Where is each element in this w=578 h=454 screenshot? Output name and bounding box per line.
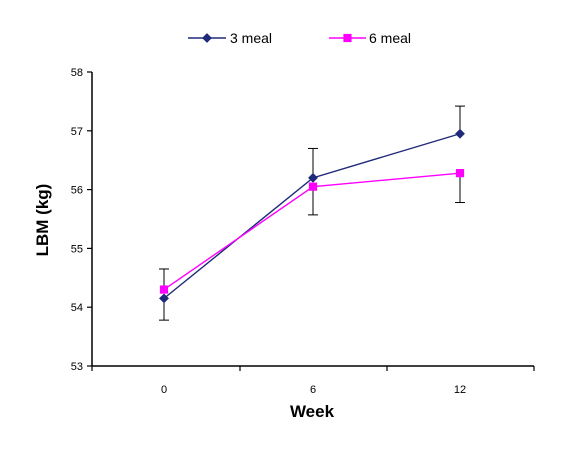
series-line-0 [163, 133, 461, 299]
x-tick-label-0: 0 [161, 384, 167, 396]
x-axis-title: Week [290, 402, 335, 421]
y-tick-label-53: 53 [71, 361, 83, 373]
error-bars [159, 105, 465, 321]
data-point-1-1 [308, 182, 318, 191]
legend: 3 meal 6 meal [188, 30, 411, 46]
y-tick-label-58: 58 [71, 67, 83, 79]
y-tick-label-55: 55 [71, 243, 83, 255]
series-markers [159, 128, 465, 304]
y-tick-label-54: 54 [71, 302, 83, 314]
legend-marker-1 [343, 33, 352, 43]
data-point-0-1 [308, 172, 318, 183]
legend-marker-0 [202, 33, 212, 43]
data-point-0-2 [455, 128, 465, 139]
x-tick-label-6: 6 [310, 384, 316, 396]
series-lines [163, 133, 461, 299]
axes: 53 54 55 56 57 58 0 6 12 [71, 67, 535, 396]
legend-label-0: 3 meal [230, 30, 272, 46]
legend-label-1: 6 meal [369, 30, 411, 46]
y-tick-label-56: 56 [71, 185, 83, 197]
data-point-1-2 [455, 169, 465, 178]
y-tick-label-57: 57 [71, 126, 83, 138]
data-point-0-0 [159, 293, 169, 304]
x-tick-label-12: 12 [454, 384, 466, 396]
y-axis-title: LBM (kg) [33, 184, 52, 257]
data-point-1-0 [159, 285, 169, 294]
